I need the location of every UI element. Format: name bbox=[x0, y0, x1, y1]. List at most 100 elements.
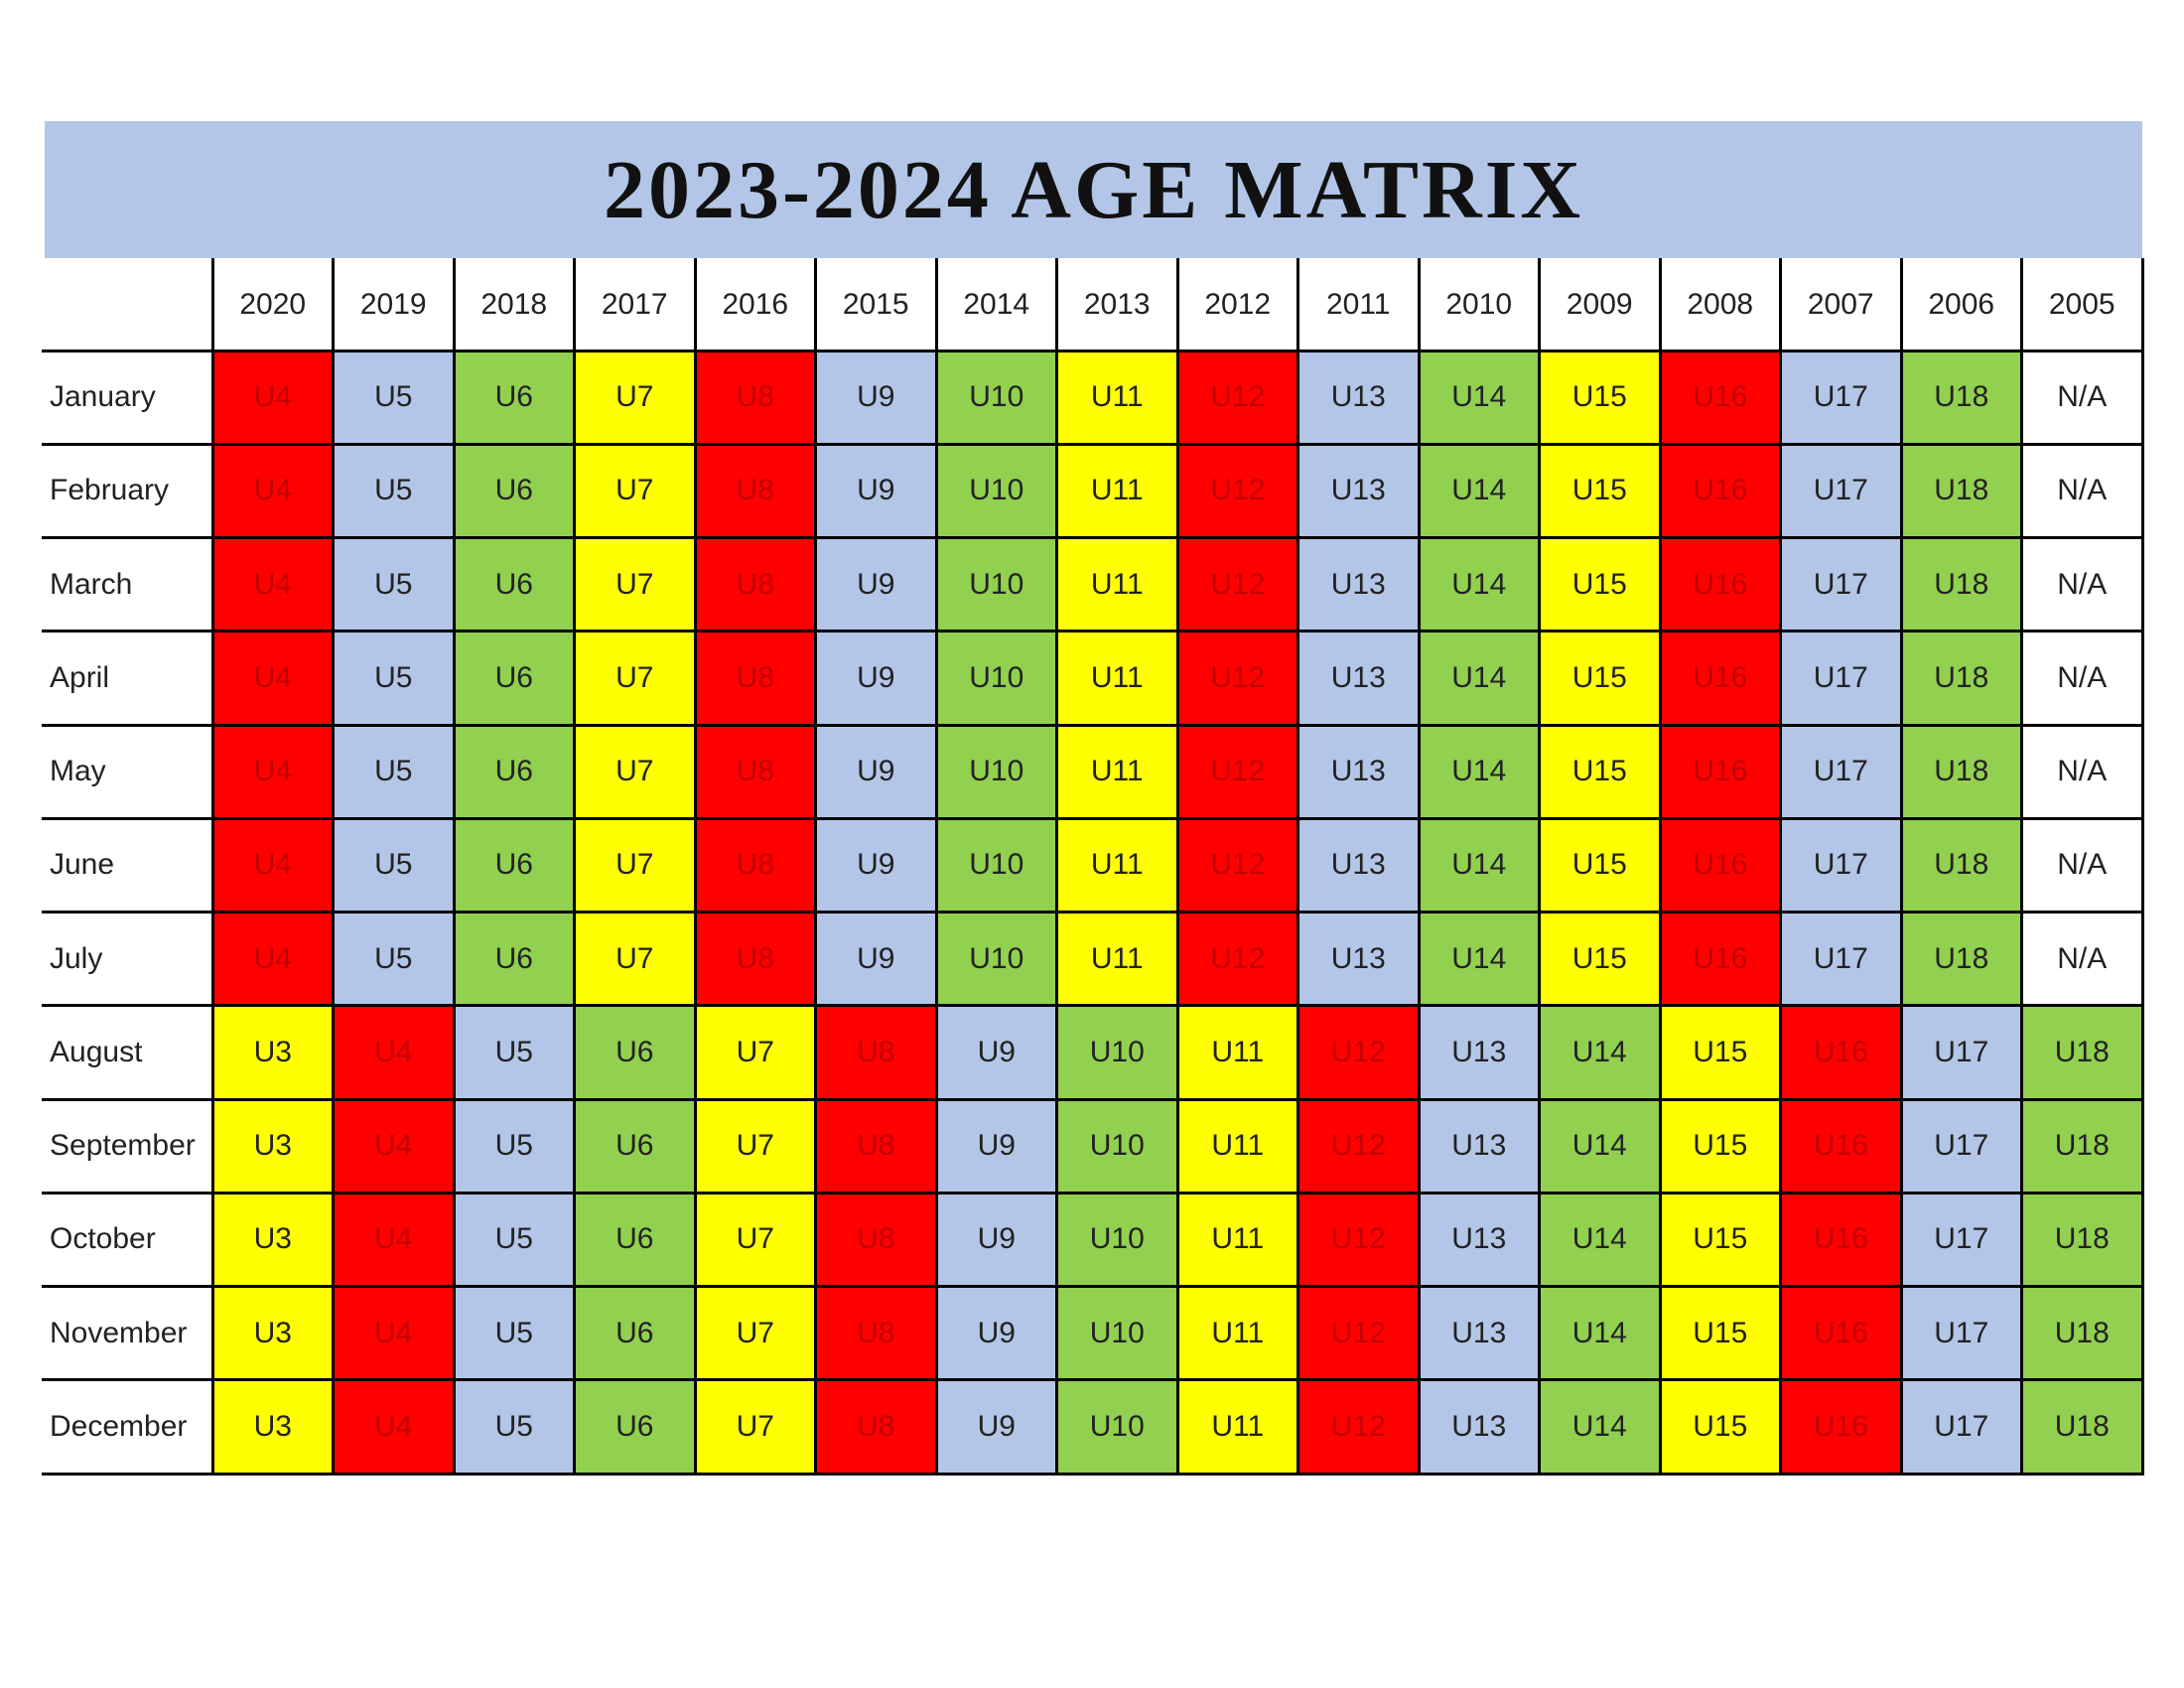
age-cell: U8 bbox=[815, 1099, 936, 1194]
age-cell: U9 bbox=[815, 351, 936, 445]
age-cell: U14 bbox=[1539, 1379, 1660, 1474]
age-cell: U10 bbox=[1056, 1193, 1177, 1287]
grid-line bbox=[1899, 258, 1903, 1476]
age-cell: U7 bbox=[574, 351, 695, 445]
age-cell: U18 bbox=[2021, 1099, 2142, 1194]
age-cell: U5 bbox=[333, 444, 454, 538]
age-cell: U14 bbox=[1419, 537, 1540, 632]
column-header: 2018 bbox=[480, 287, 548, 321]
grid-line bbox=[452, 258, 456, 1476]
age-cell: U4 bbox=[333, 1379, 454, 1474]
age-cell: U11 bbox=[1056, 818, 1177, 913]
age-cell: U5 bbox=[454, 1286, 575, 1380]
age-cell: U15 bbox=[1660, 1286, 1781, 1380]
age-cell: U11 bbox=[1056, 912, 1177, 1006]
column-header: 2020 bbox=[239, 287, 307, 321]
age-cell: U9 bbox=[815, 537, 936, 632]
age-cell: U17 bbox=[1780, 818, 1901, 913]
age-cell: U7 bbox=[574, 537, 695, 632]
column-header: 2011 bbox=[1325, 287, 1391, 321]
age-cell: U4 bbox=[333, 1005, 454, 1099]
age-cell: U4 bbox=[212, 351, 334, 445]
row-label: April bbox=[50, 660, 110, 694]
age-cell: U5 bbox=[454, 1099, 575, 1194]
age-cell: U3 bbox=[212, 1193, 334, 1287]
age-cell: U3 bbox=[212, 1005, 334, 1099]
age-cell: U6 bbox=[454, 912, 575, 1006]
age-cell: U8 bbox=[695, 818, 816, 913]
age-cell: U4 bbox=[333, 1286, 454, 1380]
grid-line bbox=[2140, 258, 2144, 1476]
age-cell: U12 bbox=[1177, 912, 1298, 1006]
age-cell: U18 bbox=[1901, 818, 2022, 913]
age-cell: U11 bbox=[1177, 1099, 1298, 1194]
grid-line bbox=[42, 816, 2144, 820]
age-cell: U9 bbox=[815, 444, 936, 538]
age-cell: U12 bbox=[1177, 444, 1298, 538]
age-cell: U9 bbox=[815, 912, 936, 1006]
age-cell: U18 bbox=[1901, 444, 2022, 538]
age-cell: U8 bbox=[695, 537, 816, 632]
age-cell: U17 bbox=[1780, 537, 1901, 632]
age-cell: U13 bbox=[1419, 1286, 1540, 1380]
age-cell: U14 bbox=[1539, 1005, 1660, 1099]
age-cell: U8 bbox=[695, 351, 816, 445]
grid-line bbox=[42, 630, 2144, 633]
age-cell: U7 bbox=[695, 1005, 816, 1099]
age-cell: U10 bbox=[936, 351, 1057, 445]
age-cell: U8 bbox=[815, 1379, 936, 1474]
row-label: December bbox=[50, 1409, 188, 1443]
age-cell: N/A bbox=[2021, 444, 2142, 538]
age-cell: U7 bbox=[695, 1193, 816, 1287]
age-cell: U8 bbox=[695, 444, 816, 538]
age-cell: U7 bbox=[574, 631, 695, 725]
grid-line bbox=[42, 723, 2144, 727]
age-cell: U12 bbox=[1297, 1099, 1419, 1194]
age-cell: U7 bbox=[695, 1099, 816, 1194]
age-cell: N/A bbox=[2021, 351, 2142, 445]
age-cell: U12 bbox=[1297, 1379, 1419, 1474]
grid-line bbox=[42, 1285, 2144, 1288]
age-cell: U11 bbox=[1056, 631, 1177, 725]
age-cell: U7 bbox=[574, 444, 695, 538]
age-cell: U14 bbox=[1419, 631, 1540, 725]
age-cell: U13 bbox=[1297, 537, 1419, 632]
age-cell: U8 bbox=[815, 1005, 936, 1099]
age-cell: U14 bbox=[1539, 1286, 1660, 1380]
age-cell: U13 bbox=[1297, 351, 1419, 445]
age-cell: U13 bbox=[1297, 725, 1419, 819]
age-cell: U13 bbox=[1419, 1005, 1540, 1099]
age-cell: U16 bbox=[1660, 631, 1781, 725]
title: 2023-2024 AGE MATRIX bbox=[45, 121, 2142, 258]
age-cell: U14 bbox=[1419, 444, 1540, 538]
age-cell: U17 bbox=[1901, 1099, 2022, 1194]
row-label: March bbox=[50, 567, 133, 601]
age-cell: U14 bbox=[1419, 912, 1540, 1006]
age-cell: U5 bbox=[333, 537, 454, 632]
row-label: July bbox=[50, 941, 103, 975]
age-cell: U16 bbox=[1660, 818, 1781, 913]
age-cell: U18 bbox=[1901, 537, 2022, 632]
grid-line bbox=[210, 258, 214, 1476]
age-cell: U14 bbox=[1419, 818, 1540, 913]
age-cell: U17 bbox=[1901, 1286, 2022, 1380]
age-cell: U12 bbox=[1177, 351, 1298, 445]
age-cell: U12 bbox=[1177, 818, 1298, 913]
age-cell: U13 bbox=[1297, 444, 1419, 538]
age-cell: U8 bbox=[815, 1286, 936, 1380]
age-cell: U18 bbox=[2021, 1379, 2142, 1474]
age-cell: U11 bbox=[1177, 1286, 1298, 1380]
age-cell: U12 bbox=[1177, 631, 1298, 725]
age-cell: U15 bbox=[1539, 444, 1660, 538]
age-cell: U16 bbox=[1780, 1005, 1901, 1099]
age-cell: U10 bbox=[1056, 1379, 1177, 1474]
grid-line bbox=[573, 258, 576, 1476]
age-cell: U6 bbox=[454, 444, 575, 538]
age-cell: U15 bbox=[1660, 1005, 1781, 1099]
age-cell: N/A bbox=[2021, 725, 2142, 819]
grid-line bbox=[42, 1004, 2144, 1008]
age-cell: U18 bbox=[1901, 725, 2022, 819]
age-cell: U4 bbox=[333, 1193, 454, 1287]
row-label: February bbox=[50, 474, 170, 507]
grid-line bbox=[42, 1472, 2144, 1476]
